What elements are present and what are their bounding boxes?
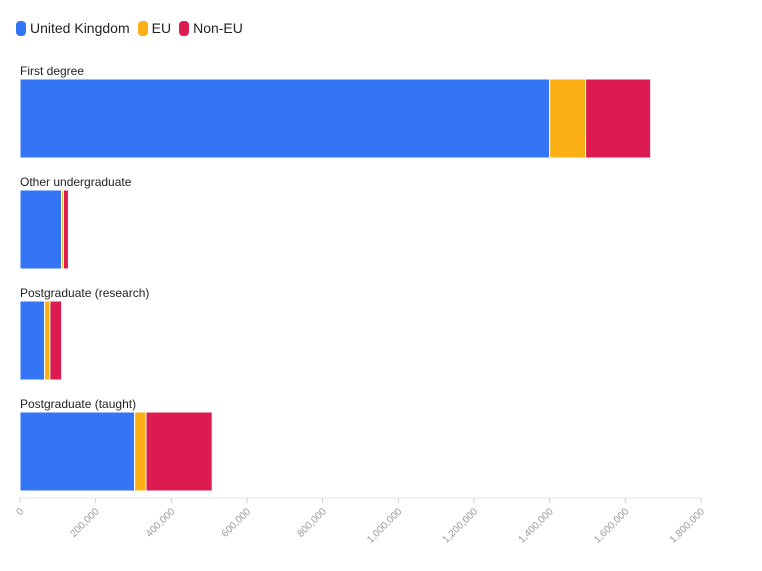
legend-swatch-non-eu	[179, 20, 190, 36]
legend-label-eu: EU	[151, 20, 172, 36]
x-tick-label: 1,800,000	[668, 506, 708, 546]
category-label-postgraduate-research: Postgraduate (research)	[20, 286, 149, 300]
legend-item-non-eu[interactable]: Non-EU	[179, 20, 243, 36]
category-label-first-degree: First degree	[20, 64, 84, 78]
bar-segment-united-kingdom-first-degree	[19, 78, 551, 159]
x-tick-label: 1,600,000	[592, 506, 632, 546]
legend-item-eu[interactable]: EU	[137, 20, 172, 36]
legend-item-united-kingdom[interactable]: United Kingdom	[16, 20, 130, 36]
legend-swatch-eu	[137, 20, 148, 36]
x-tick-label: 1,400,000	[517, 506, 557, 546]
bar-segment-united-kingdom-postgraduate-taught	[19, 411, 136, 492]
bar-segment-non-eu-first-degree	[585, 78, 652, 159]
bar-segment-non-eu-postgraduate-taught	[145, 411, 213, 492]
category-label-other-undergraduate: Other undergraduate	[20, 175, 132, 189]
x-tick-label: 0	[14, 506, 26, 518]
bar-segment-eu-first-degree	[549, 78, 587, 159]
x-tick-label: 600,000	[220, 506, 254, 540]
x-tick-label: 1,200,000	[441, 506, 481, 546]
chart-legend: United Kingdom EU Non-EU	[16, 20, 245, 36]
x-tick-label: 1,000,000	[365, 506, 405, 546]
x-tick-label: 200,000	[68, 506, 102, 540]
bar-segment-eu-postgraduate-taught	[134, 411, 147, 492]
bar-segment-non-eu-other-undergraduate	[63, 189, 69, 270]
legend-swatch-united-kingdom	[16, 20, 26, 36]
legend-label-non-eu: Non-EU	[193, 20, 243, 36]
category-label-postgraduate-taught: Postgraduate (taught)	[20, 397, 136, 411]
bar-segment-eu-postgraduate-research	[44, 300, 51, 381]
bar-segment-united-kingdom-postgraduate-research	[19, 300, 46, 381]
bar-segment-united-kingdom-other-undergraduate	[19, 189, 63, 270]
x-tick-label: 800,000	[295, 506, 329, 540]
x-tick-label: 400,000	[144, 506, 178, 540]
legend-label-united-kingdom: United Kingdom	[30, 20, 130, 36]
bar-segment-non-eu-postgraduate-research	[49, 300, 63, 381]
